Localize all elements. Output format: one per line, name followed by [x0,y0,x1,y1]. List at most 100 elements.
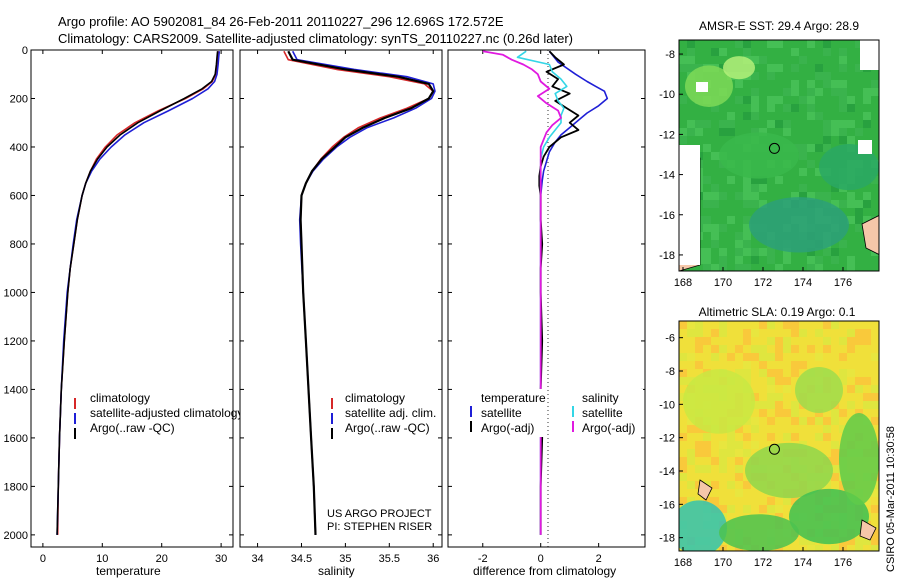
sst-map-pixel [719,120,727,128]
sla-map-pixel [751,417,759,425]
sla-map-pixel [823,433,831,441]
sla-map-pixel [703,465,711,473]
sla-map-pixel [863,537,871,545]
sla-map-pixel [767,393,775,401]
sst-map-pixel [799,152,807,160]
sla-map-frame [678,320,880,552]
sla-map-pixel [703,497,711,505]
sla-map-pixel [767,353,775,361]
sla-map-pixel [735,425,743,433]
sla-map-pixel [735,465,743,473]
sla-map-pixel [767,385,775,393]
sst-map-pixel [863,88,871,96]
sla-map-pixel [711,345,719,353]
sst-map-field-patch [685,65,733,107]
sla-map-pixel [863,329,871,337]
sst-map-pixel [831,120,839,128]
sla-map-pixel [767,321,775,329]
sst-map-pixel [863,120,871,128]
sst-map-pixel [735,96,743,104]
sst-map-pixel [751,200,759,208]
sla-map-pixel [687,321,695,329]
sst-map-pixel [743,216,751,224]
sla-map-pixel [719,345,727,353]
sla-map-pixel [751,425,759,433]
sla-map-pixel [759,345,767,353]
sla-map-pixel [775,409,783,417]
sst-map-pixel [831,88,839,96]
sst-map-pixel [775,64,783,72]
sla-map-pixel [775,505,783,513]
sla-map-pixel [751,329,759,337]
sst-map-pixel [823,144,831,152]
sst-map-pixel [743,232,751,240]
sst-map-pixel [831,128,839,136]
sla-map-pixel [807,345,815,353]
sst-map-pixel [751,248,759,256]
sla-map-pixel [695,449,703,457]
difference-panel: -2 0 2 difference from climatology tempera… [447,49,646,578]
sla-map-pixel [743,449,751,457]
sla-map-ytick-label: -12 [659,433,675,445]
sla-map-pixel [711,329,719,337]
sst-map-pixel [831,248,839,256]
sst-map-pixel [703,200,711,208]
sla-map-ytick-label: -8 [665,366,675,378]
sst-map-pixel [759,248,767,256]
sla-map-pixel [855,337,863,345]
temperature-legend: climatology satellite-adjusted climatolo… [74,391,243,439]
sst-map-pixel [695,120,703,128]
sla-map-pixel [823,417,831,425]
sla-map-pixel [743,337,751,345]
sst-map-pixel [839,80,847,88]
sst-map-pixel [783,128,791,136]
sst-map-pixel [823,120,831,128]
sst-map-pixel [847,120,855,128]
sst-map-pixel [719,128,727,136]
sla-map-pixel [767,369,775,377]
temperature-legend-climatology: climatology [90,391,150,405]
sst-map-pixel [783,104,791,112]
sla-map-pixel [871,385,879,393]
sst-map-pixel [815,72,823,80]
sst-map-pixel [815,256,823,264]
sst-map-pixel [831,256,839,264]
sla-map-pixel [775,353,783,361]
sla-map-pixel [847,345,855,353]
sst-map-pixel [679,64,687,72]
sla-map-panel: Altimetric SLA: 0.19 Argo: 0.1 168 170 172… [659,305,880,569]
sla-map-pixel [863,337,871,345]
sst-map-pixel [847,256,855,264]
sst-map-pixel [751,176,759,184]
sst-map-pixel [711,232,719,240]
sla-map-field-patch [745,442,833,499]
sla-map-pixel [831,417,839,425]
sst-map-xtick-label: 174 [794,277,812,289]
sst-map-pixel [767,40,775,48]
depth-tick-label: 2000 [4,530,28,542]
sla-map-pixel [719,505,727,513]
sst-map-pixel [855,224,863,232]
difference-legend-temperature-title: temperature [481,391,546,405]
depth-tick-label: 0 [22,45,28,57]
sla-map-pixel [767,433,775,441]
sst-map-pixel [711,200,719,208]
temperature-axes-frame [30,49,234,548]
sla-map-pixel [751,393,759,401]
sla-map-pixel [735,473,743,481]
sst-map-pixel [711,240,719,248]
sst-map-pixel [799,56,807,64]
sst-map-pixel [767,120,775,128]
sst-map-pixel [783,120,791,128]
temperature-legend-satellite: satellite-adjusted climatology [90,406,243,420]
sst-map-title: AMSR-E SST: 29.4 Argo: 28.9 [699,19,859,33]
sst-map-pixel [743,248,751,256]
sst-map-ytick-label: -12 [659,129,675,141]
sst-map-pixel [719,256,727,264]
sst-map-pixel [727,120,735,128]
sst-map-pixel [727,112,735,120]
sst-map-pixel [855,128,863,136]
sst-map-pixel [727,128,735,136]
salinity-xlabel: salinity [318,564,355,578]
sla-map-pixel [775,377,783,385]
